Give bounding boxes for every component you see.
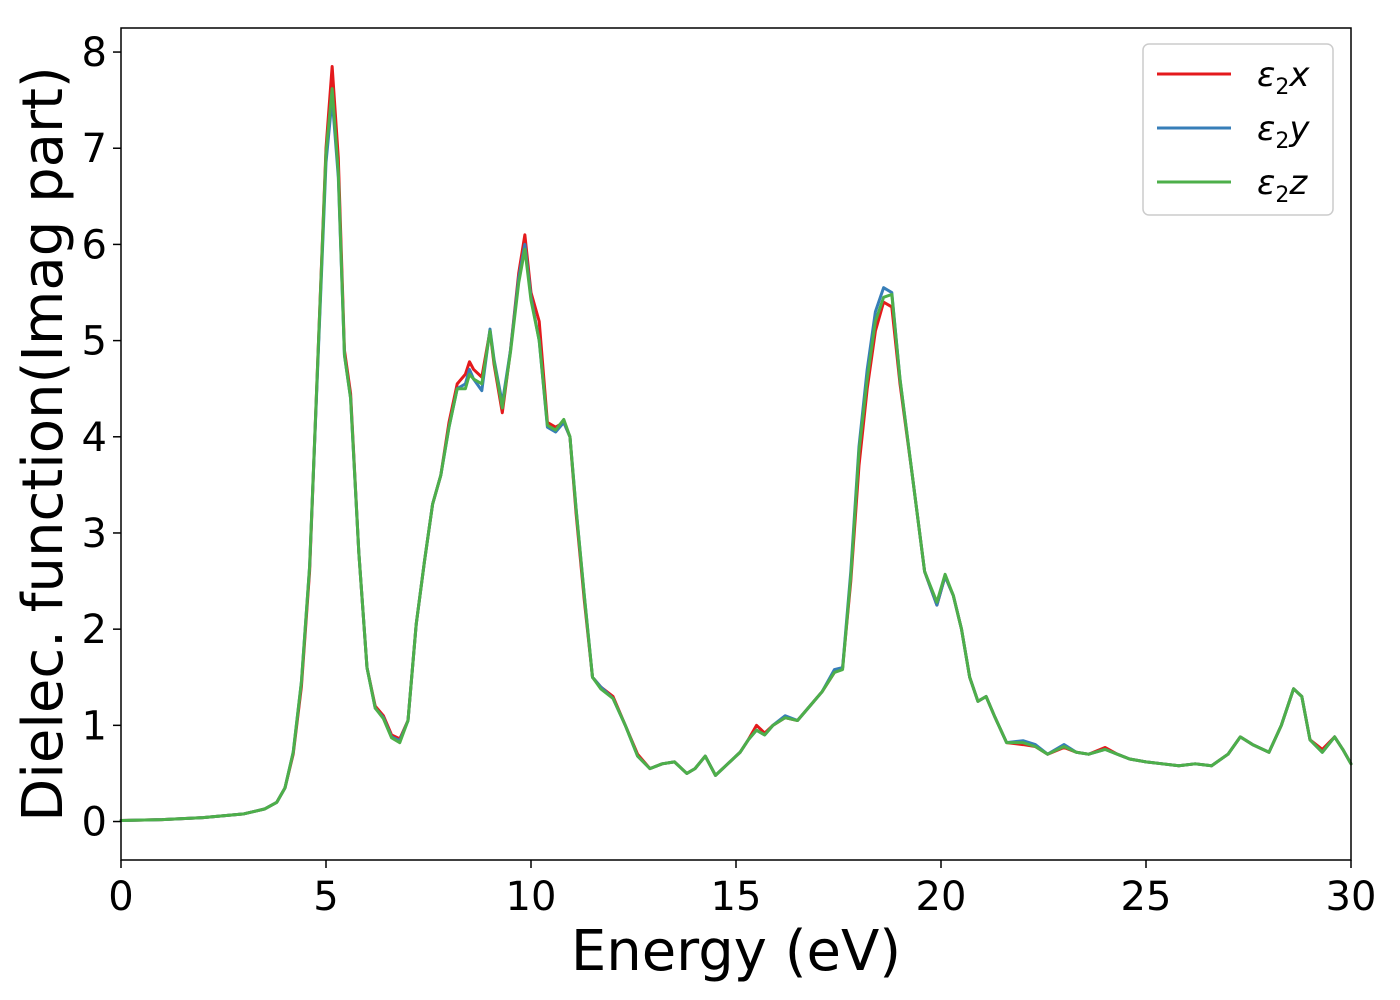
x-tick-label: 0 — [108, 874, 133, 920]
y-tick-label: 0 — [82, 800, 107, 846]
x-tick-label: 30 — [1326, 874, 1377, 920]
legend-label-x: ε2x — [1257, 55, 1310, 100]
y-tick-label: 1 — [82, 703, 107, 749]
y-tick-label: 5 — [82, 319, 107, 365]
y-tick-label: 4 — [82, 415, 107, 461]
legend-label-z: ε2z — [1257, 163, 1308, 208]
y-axis-label: Dielec. function(Imag part) — [11, 66, 76, 822]
x-tick-label: 10 — [506, 874, 557, 920]
y-tick-label: 7 — [82, 126, 107, 172]
x-tick-label: 20 — [916, 874, 967, 920]
x-axis-label: Energy (eV) — [571, 919, 901, 984]
series-layer — [119, 64, 1353, 823]
y-axis-ticks: 0 1 2 3 4 5 6 7 8 — [82, 30, 121, 846]
x-tick-label: 15 — [711, 874, 762, 920]
x-tick-label: 25 — [1121, 874, 1172, 920]
y-tick-label: 3 — [82, 511, 107, 557]
y-tick-label: 8 — [82, 30, 107, 76]
legend: ε2x ε2y ε2z — [1142, 43, 1334, 216]
y-tick-label: 2 — [82, 607, 107, 653]
legend-items: ε2x ε2y ε2z — [1157, 55, 1310, 208]
legend-label-y: ε2y — [1257, 109, 1310, 154]
series-line-z — [119, 87, 1353, 823]
legend-frame — [1142, 43, 1334, 216]
y-tick-label: 6 — [82, 222, 107, 268]
x-tick-label: 5 — [313, 874, 338, 920]
x-axis-ticks: 0 5 10 15 20 25 30 — [108, 860, 1376, 920]
